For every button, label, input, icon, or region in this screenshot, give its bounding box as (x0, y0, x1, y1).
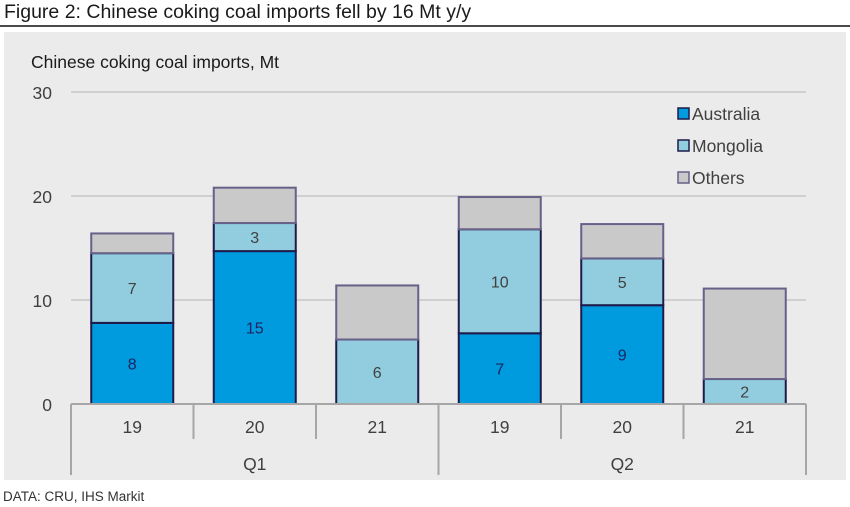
bar-stack-Q1-21 (335, 284, 420, 405)
bar-segment-mongolia (457, 228, 542, 335)
bar-stack-Q2-20 (580, 223, 665, 406)
bars (90, 186, 787, 406)
bar-segment-others (212, 186, 297, 225)
data-label: 3 (250, 230, 259, 247)
legend-label: Others (692, 168, 745, 188)
data-label: 5 (618, 275, 627, 292)
data-label: 8 (128, 356, 137, 373)
x-tick-label: 19 (123, 417, 142, 437)
bar-stack-Q1-19 (90, 232, 175, 406)
gridlines (71, 91, 806, 301)
x-tick-label: 20 (245, 417, 265, 437)
bar-stack-Q2-21 (702, 287, 787, 406)
data-label: 7 (495, 362, 504, 379)
bar-stack-Q2-19 (457, 196, 542, 405)
bar-stack-Q1-20 (212, 186, 297, 405)
legend: Australia Mongolia Others (677, 104, 763, 188)
figure-title: Figure 2: Chinese coking coal imports fe… (4, 1, 472, 23)
x-group-label: Q2 (611, 454, 634, 474)
bar-segment-mongolia (212, 222, 297, 253)
x-tick-label: 21 (735, 417, 754, 437)
bar-segment-mongolia (90, 252, 175, 324)
source-note: DATA: CRU, IHS Markit (3, 489, 145, 504)
data-label: 7 (128, 281, 137, 298)
x-tick-label: 19 (490, 417, 509, 437)
bar-segment-others (335, 284, 420, 341)
y-tick-label: 30 (33, 83, 53, 103)
title-rule (0, 25, 850, 27)
chart-title: Chinese coking coal imports, Mt (31, 52, 279, 72)
legend-swatch-mongolia (677, 139, 690, 152)
data-label: 6 (373, 365, 382, 382)
legend-swatch-others (677, 171, 690, 184)
bar-segment-others (90, 232, 175, 255)
bar-segment-others (580, 223, 665, 260)
legend-label: Australia (692, 104, 760, 124)
x-group-label: Q1 (243, 454, 266, 474)
legend-label: Mongolia (692, 136, 763, 156)
legend-swatch-australia (677, 107, 690, 120)
bar-segment-mongolia (335, 338, 420, 405)
data-label: 10 (491, 274, 509, 291)
bar-segment-australia (580, 304, 665, 406)
bar-segment-mongolia (580, 257, 665, 307)
bar-segment-others (702, 287, 787, 381)
bar-segment-australia (457, 332, 542, 405)
x-axis: 19 20 21 19 20 21 Q1 Q2 (70, 403, 807, 475)
x-tick-label: 21 (368, 417, 387, 437)
data-label: 15 (246, 321, 264, 338)
data-label: 2 (740, 385, 749, 402)
y-tick-label: 10 (33, 291, 53, 311)
bar-labels: 8 7 15 3 6 7 10 9 5 2 (128, 230, 750, 401)
bar-segment-others (457, 196, 542, 231)
bar-segment-australia (212, 250, 297, 405)
y-tick-label: 20 (33, 187, 53, 207)
y-axis-ticks: 0 10 20 30 (33, 83, 53, 415)
data-label: 9 (618, 348, 627, 365)
y-tick-label: 0 (42, 395, 52, 415)
x-tick-label: 20 (613, 417, 633, 437)
